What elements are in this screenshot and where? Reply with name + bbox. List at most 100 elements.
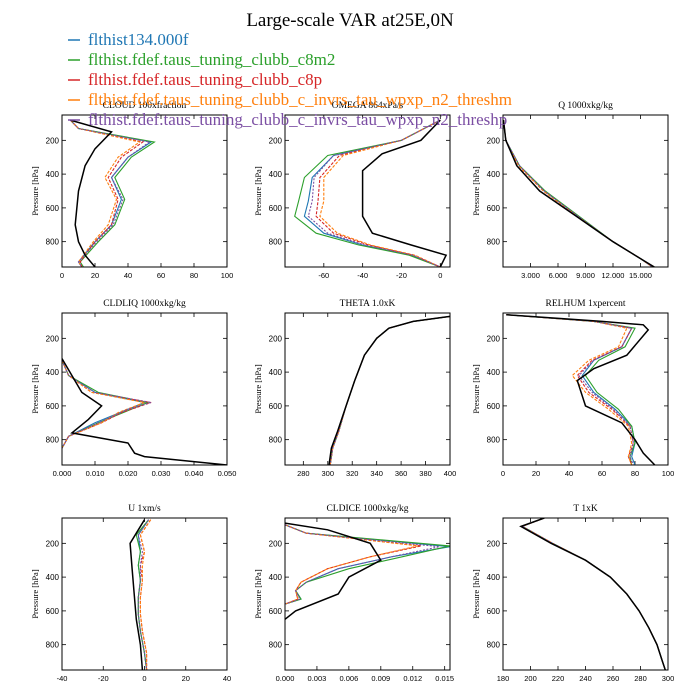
series-line	[285, 524, 450, 605]
x-tick-label: 0.012	[403, 674, 422, 683]
x-tick-label: 300	[662, 674, 675, 683]
panel-title: THETA 1.0xK	[340, 299, 396, 309]
y-tick-label: 600	[487, 204, 501, 213]
reference-line	[62, 358, 227, 465]
x-tick-label: 0	[501, 469, 505, 478]
y-tick-label: 800	[487, 238, 501, 247]
x-tick-label: 0.040	[185, 469, 204, 478]
panel: OMEGA 864xPa/s Pressure [hPa] 200 400 600 800…	[253, 101, 451, 280]
y-tick-label: 400	[269, 170, 283, 179]
y-tick-label: 800	[269, 641, 283, 650]
y-tick-label: 400	[269, 573, 283, 582]
x-tick-label: 0	[60, 271, 64, 280]
panel-title: Q 1000xkg/kg	[558, 101, 613, 111]
panel-title: CLDICE 1000xkg/kg	[326, 504, 408, 514]
x-tick-label: 0.015	[435, 674, 454, 683]
y-axis-label: Pressure [hPa]	[30, 364, 40, 414]
series-line	[503, 120, 653, 267]
x-tick-label: 60	[598, 469, 606, 478]
panel: CLDLIQ 1000xkg/kg Pressure [hPa] 200 400 600…	[30, 299, 236, 478]
y-axis-label: Pressure [hPa]	[30, 569, 40, 619]
y-axis-label: Pressure [hPa]	[471, 166, 481, 216]
y-tick-label: 800	[487, 641, 501, 650]
y-tick-label: 200	[269, 539, 283, 548]
x-tick-label: 20	[532, 469, 540, 478]
y-tick-label: 600	[269, 204, 283, 213]
panel: THETA 1.0xK Pressure [hPa] 200 400 600 800 280…	[253, 299, 456, 478]
x-tick-label: 6.000	[549, 271, 568, 280]
panel: U 1xm/s Pressure [hPa] 200 400 600 800 -40 -20 0…	[30, 504, 231, 683]
y-tick-label: 200	[46, 334, 60, 343]
y-axis-label: Pressure [hPa]	[471, 364, 481, 414]
panel-title: CLDLIQ 1000xkg/kg	[103, 299, 186, 309]
y-tick-label: 400	[487, 170, 501, 179]
reference-line	[361, 119, 448, 267]
series-line	[521, 518, 666, 670]
x-tick-label: 260	[607, 674, 620, 683]
y-tick-label: 800	[46, 641, 60, 650]
x-tick-label: 20	[91, 271, 99, 280]
plot-frame	[61, 517, 228, 671]
series-line	[329, 315, 450, 465]
x-tick-label: 40	[223, 674, 231, 683]
series-line	[62, 360, 147, 449]
series-line	[506, 314, 636, 465]
plot-frame	[61, 312, 228, 466]
series-line	[503, 120, 653, 267]
reference-line	[129, 519, 146, 670]
x-tick-label: 40	[565, 469, 573, 478]
series-line	[521, 518, 666, 670]
plot-frame	[284, 114, 451, 268]
x-tick-label: 300	[322, 469, 335, 478]
x-tick-label: 340	[370, 469, 383, 478]
series-line	[521, 518, 666, 670]
x-tick-label: 0.010	[86, 469, 105, 478]
x-tick-label: -40	[57, 674, 68, 683]
y-tick-label: 800	[269, 436, 283, 445]
reference-line	[519, 518, 667, 670]
x-tick-label: 0.020	[119, 469, 138, 478]
series-line	[521, 518, 666, 670]
panel-title: T 1xK	[573, 504, 598, 514]
panel: T 1xK Pressure [hPa] 200 400 600 800 180 200 220…	[471, 504, 674, 683]
y-tick-label: 200	[487, 334, 501, 343]
plot-frame	[502, 312, 669, 466]
legend: flthist134.000fflthist.fdef.taus_tuning_…	[68, 30, 512, 129]
y-tick-label: 400	[487, 573, 501, 582]
legend-label: flthist134.000f	[88, 30, 189, 49]
series-line	[69, 119, 151, 267]
x-tick-label: 15.000	[629, 271, 652, 280]
y-tick-label: 800	[46, 436, 60, 445]
x-tick-label: 240	[579, 674, 592, 683]
x-tick-label: -20	[396, 271, 407, 280]
series-line	[506, 314, 636, 465]
x-tick-label: 0.030	[152, 469, 171, 478]
y-tick-label: 200	[46, 136, 60, 145]
y-tick-label: 800	[487, 436, 501, 445]
x-tick-label: 0.003	[308, 674, 327, 683]
x-tick-label: 3.000	[521, 271, 540, 280]
x-tick-label: 9.000	[576, 271, 595, 280]
x-tick-label: -60	[318, 271, 329, 280]
series-line	[506, 314, 634, 465]
x-tick-label: 200	[524, 674, 537, 683]
plot-frame	[502, 517, 669, 671]
series-line	[62, 360, 150, 449]
series-line	[303, 119, 441, 267]
panel-title: RELHUM 1xpercent	[546, 299, 626, 309]
series-line	[503, 120, 653, 267]
x-tick-label: 400	[444, 469, 457, 478]
reference-line	[506, 313, 656, 465]
series-line	[69, 119, 145, 267]
y-tick-label: 400	[46, 573, 60, 582]
series-line	[329, 315, 450, 465]
y-tick-label: 600	[46, 607, 60, 616]
y-tick-label: 600	[269, 402, 283, 411]
reference-line	[328, 315, 450, 465]
x-tick-label: 380	[419, 469, 432, 478]
y-tick-label: 600	[487, 402, 501, 411]
y-tick-label: 600	[46, 402, 60, 411]
x-tick-label: 80	[190, 271, 198, 280]
